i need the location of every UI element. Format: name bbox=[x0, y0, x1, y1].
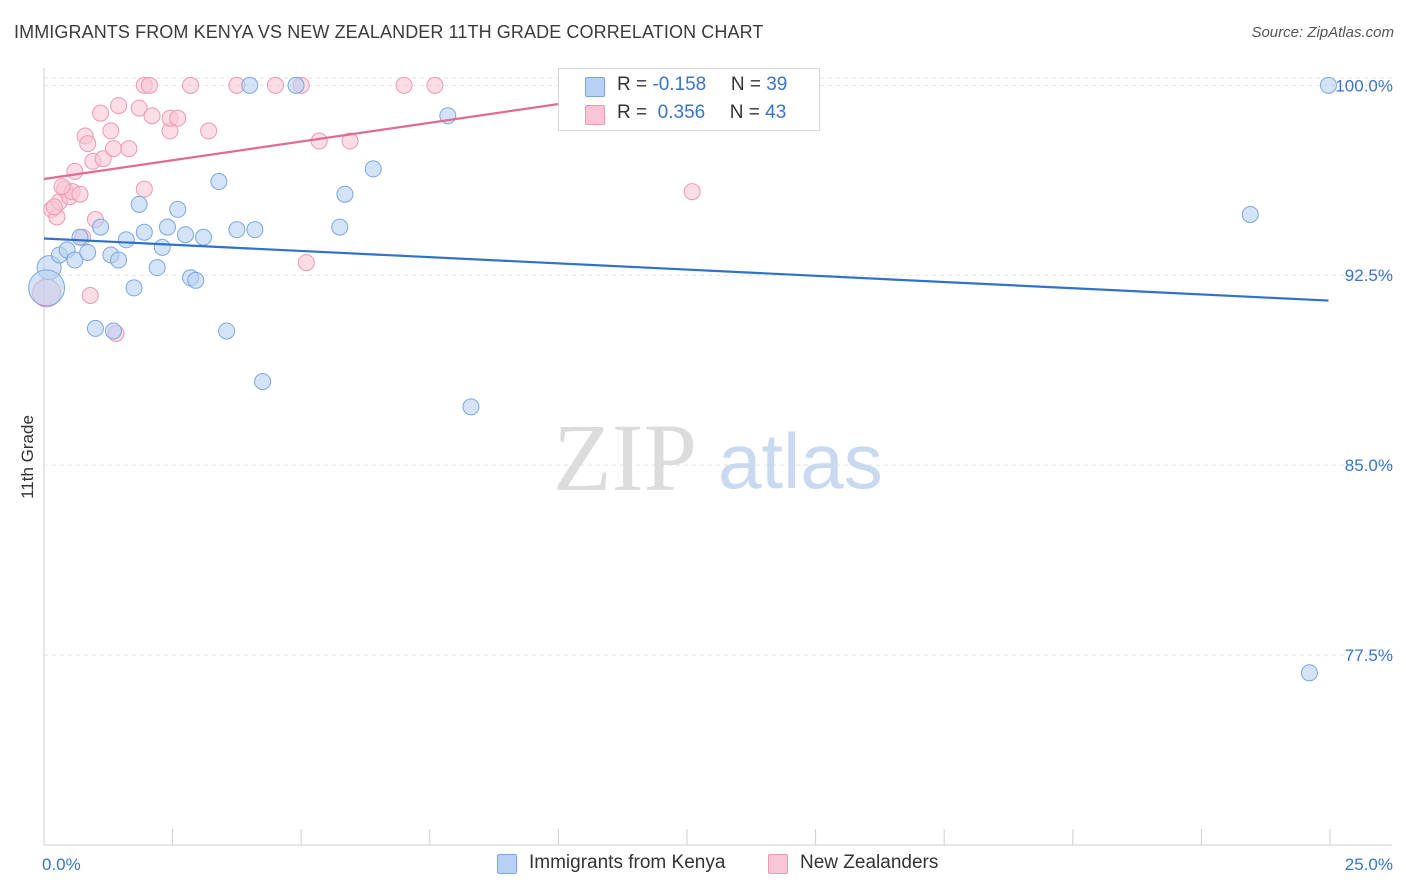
nz-point bbox=[53, 178, 71, 196]
kenya-point bbox=[246, 221, 264, 239]
watermark-atlas: atlas bbox=[718, 417, 883, 505]
kenya-legend-label: Immigrants from Kenya bbox=[529, 852, 726, 873]
nz-point bbox=[143, 107, 161, 125]
nz-point bbox=[92, 104, 110, 122]
kenya-point bbox=[153, 238, 171, 256]
nz-point bbox=[341, 132, 359, 150]
nz-legend-label: New Zealanders bbox=[800, 852, 939, 873]
kenya-point bbox=[28, 269, 66, 307]
n-value-nz: 43 bbox=[765, 102, 787, 123]
nz-point bbox=[102, 122, 120, 140]
nz-legend-swatch bbox=[768, 854, 788, 874]
r-value-kenya: -0.158 bbox=[652, 74, 707, 95]
source-label: Source: ZipAtlas.com bbox=[1251, 24, 1394, 41]
kenya-point bbox=[110, 251, 128, 269]
kenya-point bbox=[218, 322, 236, 340]
kenya-point bbox=[148, 259, 166, 277]
nz-point bbox=[45, 198, 63, 216]
kenya-point bbox=[1241, 205, 1259, 223]
kenya-point bbox=[1319, 76, 1337, 94]
nz-point bbox=[169, 109, 187, 127]
nz-point bbox=[104, 140, 122, 158]
kenya-point bbox=[228, 221, 246, 239]
nz-point bbox=[266, 76, 284, 94]
kenya-point bbox=[364, 160, 382, 178]
kenya-point bbox=[104, 322, 122, 340]
nz-point bbox=[79, 135, 97, 153]
r-label: R = bbox=[617, 74, 653, 95]
kenya-point bbox=[117, 231, 135, 249]
kenya-point bbox=[158, 218, 176, 236]
kenya-point bbox=[79, 243, 97, 261]
nz-point bbox=[81, 287, 99, 304]
kenya-point bbox=[135, 223, 153, 241]
kenya-points bbox=[28, 76, 1337, 682]
nz-point bbox=[140, 76, 158, 94]
new-zealanders-points bbox=[32, 76, 701, 342]
kenya-trend-line bbox=[43, 237, 1329, 302]
axes bbox=[43, 68, 1392, 846]
y-tick-labels: 77.5% 85.0% 92.5% 100.0% bbox=[1335, 76, 1393, 665]
nz-point bbox=[110, 97, 128, 115]
x-tick-label-min: 0.0% bbox=[42, 855, 81, 874]
n-value-kenya: 39 bbox=[766, 74, 788, 95]
nz-point bbox=[395, 76, 413, 94]
legend-text-kenya: R = -0.158 N = 39 bbox=[617, 74, 787, 96]
kenya-point bbox=[241, 76, 259, 94]
y-tick-label: 100.0% bbox=[1335, 76, 1393, 95]
nz-point bbox=[71, 185, 89, 203]
nz-point bbox=[94, 150, 112, 168]
nz-point bbox=[66, 162, 84, 180]
kenya-point bbox=[71, 228, 89, 246]
kenya-point bbox=[66, 251, 84, 269]
nz-point bbox=[200, 122, 218, 140]
kenya-point bbox=[194, 228, 212, 246]
nz-point bbox=[130, 99, 148, 117]
r-value-nz: 0.356 bbox=[652, 102, 706, 123]
kenya-point bbox=[336, 185, 354, 203]
nz-point bbox=[182, 76, 200, 94]
nz-point bbox=[120, 140, 138, 158]
kenya-point bbox=[187, 271, 205, 289]
kenya-point bbox=[254, 373, 272, 391]
n-label: N = bbox=[730, 74, 767, 95]
chart-title: IMMIGRANTS FROM KENYA VS NEW ZEALANDER 1… bbox=[14, 22, 764, 42]
y-tick-label: 92.5% bbox=[1345, 266, 1393, 285]
watermark-zip: ZIP bbox=[553, 404, 697, 511]
kenya-point bbox=[331, 218, 349, 236]
kenya-point bbox=[210, 173, 228, 191]
kenya-point bbox=[130, 195, 148, 213]
kenya-point bbox=[169, 200, 187, 218]
n-label: N = bbox=[729, 102, 766, 123]
kenya-point bbox=[287, 76, 305, 94]
correlation-legend: R = -0.158 N = 39 R = 0.356 N = 43 bbox=[558, 68, 820, 131]
nz-point bbox=[135, 180, 153, 198]
kenya-point bbox=[86, 319, 104, 337]
legend-text-nz: R = 0.356 N = 43 bbox=[617, 102, 786, 124]
y-tick-label: 77.5% bbox=[1345, 646, 1393, 665]
kenya-point bbox=[92, 218, 110, 236]
x-tick-labels: 0.0% 25.0% bbox=[42, 855, 1393, 874]
series-legend: Immigrants from Kenya New Zealanders bbox=[0, 852, 1406, 878]
kenya-swatch bbox=[585, 77, 605, 97]
nz-point bbox=[426, 76, 444, 94]
kenya-point bbox=[1300, 664, 1318, 682]
nz-point bbox=[310, 132, 328, 150]
nz-point bbox=[297, 254, 315, 272]
kenya-point bbox=[125, 279, 143, 297]
nz-swatch bbox=[585, 105, 605, 125]
kenya-point bbox=[176, 226, 194, 244]
watermark: ZIP atlas bbox=[553, 404, 883, 511]
gridlines bbox=[44, 77, 1392, 656]
x-tick-label-max: 25.0% bbox=[1345, 855, 1393, 874]
kenya-point bbox=[462, 398, 480, 416]
kenya-legend-swatch bbox=[497, 854, 517, 874]
r-label: R = bbox=[617, 102, 653, 123]
y-tick-label: 85.0% bbox=[1345, 456, 1393, 475]
nz-point bbox=[683, 183, 701, 201]
